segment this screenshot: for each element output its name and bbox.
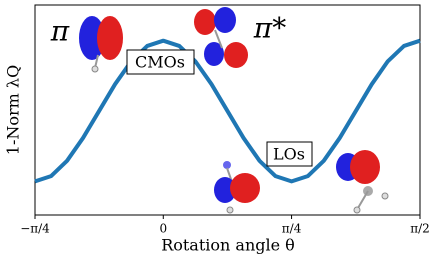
annotation: π xyxy=(50,15,70,48)
line-series xyxy=(34,38,421,184)
x-tick-label: 0 xyxy=(159,222,167,236)
x-axis-label: Rotation angle θ xyxy=(161,236,295,255)
orbital-lo-1 xyxy=(214,161,260,214)
annotation-box xyxy=(266,141,313,167)
plot-frame xyxy=(34,4,421,216)
orbital-pi xyxy=(79,16,123,73)
annotation-box xyxy=(126,49,195,75)
x-tick-label: π/2 xyxy=(410,222,430,236)
annotation: π* xyxy=(253,12,286,45)
orbital-lo-2 xyxy=(336,150,389,214)
y-axis-label: 1-Norm λQ xyxy=(4,65,23,155)
x-tick-label: −π/4 xyxy=(20,222,50,236)
orbital-pi-star xyxy=(194,7,248,68)
annotation: LOs xyxy=(273,145,305,164)
x-tick-label: π/4 xyxy=(282,222,302,236)
annotation: CMOs xyxy=(135,53,185,72)
